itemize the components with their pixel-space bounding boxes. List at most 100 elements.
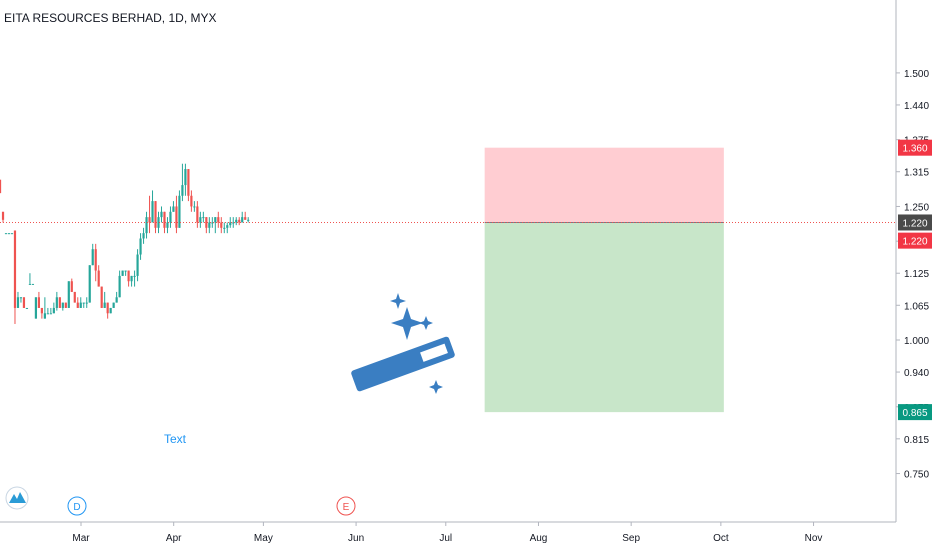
- candle: [118, 270, 121, 298]
- take-profit-zone[interactable]: [484, 222, 724, 413]
- candle-body: [214, 217, 217, 223]
- y-tick-label: 1.500: [904, 69, 929, 80]
- x-tick-label: Jul: [439, 533, 452, 544]
- entry-price-badge-bg: [898, 232, 932, 249]
- candle-body: [151, 201, 154, 223]
- stop-loss-zone[interactable]: [484, 147, 724, 223]
- candle-body: [88, 265, 91, 303]
- candle-body: [241, 217, 244, 223]
- candle-body: [40, 307, 43, 314]
- x-tick-label: Aug: [530, 533, 548, 544]
- position-zones[interactable]: [484, 147, 724, 413]
- candle: [235, 217, 238, 226]
- entry-price-badge: 1.220: [898, 232, 932, 249]
- candle-body: [82, 302, 85, 304]
- candle-body: [19, 297, 23, 299]
- candle-body: [232, 222, 235, 224]
- x-axis-ticks[interactable]: Mar Apr May Jun Jul Aug Sep Oct Nov: [72, 522, 822, 544]
- y-tick-label: 1.125: [904, 269, 929, 280]
- candle-body: [28, 283, 32, 285]
- candle: [169, 206, 172, 228]
- candle: [46, 307, 49, 315]
- candle-body: [7, 233, 11, 235]
- last-price-badge-bg: [898, 214, 932, 231]
- candle: [52, 302, 55, 314]
- candle-body: [124, 270, 127, 272]
- candle: [58, 297, 61, 308]
- candle: [175, 195, 178, 234]
- candle: [121, 270, 124, 276]
- text-annotation[interactable]: Text: [164, 432, 187, 446]
- candle: [91, 243, 94, 266]
- candle: [103, 291, 106, 308]
- candle: [208, 217, 211, 234]
- candle: [124, 270, 127, 276]
- candle: [100, 286, 103, 308]
- x-tick-label: Jun: [348, 533, 364, 544]
- candle-body: [187, 169, 190, 196]
- candle: [190, 190, 193, 212]
- candle-body: [13, 230, 17, 308]
- target-price-badge-label: 0.865: [902, 408, 927, 419]
- candle-body: [97, 270, 100, 287]
- candle-body: [238, 219, 241, 223]
- candle: [76, 297, 79, 308]
- dividend-marker-label: D: [73, 502, 80, 513]
- candle: [94, 243, 97, 282]
- y-tick-label: 0.815: [904, 435, 929, 446]
- candle-body: [109, 307, 112, 314]
- stop-price-badge-label: 1.360: [902, 144, 927, 155]
- magic-wand-icon[interactable]: [350, 293, 455, 394]
- candle-body: [166, 222, 169, 228]
- candle-body: [202, 217, 205, 219]
- stop-price-badge: 1.360: [898, 139, 932, 156]
- candle-body: [199, 217, 202, 223]
- candle: [214, 217, 217, 234]
- dividend-marker[interactable]: D: [67, 496, 87, 516]
- candle: [238, 217, 241, 226]
- candle-body: [91, 249, 94, 266]
- candle-body: [235, 219, 238, 223]
- candle: [163, 211, 166, 234]
- last-price-badge-label: 1.220: [902, 218, 927, 229]
- candle-body: [31, 283, 35, 285]
- tradingview-logo-icon[interactable]: [5, 486, 29, 510]
- candle-body: [61, 302, 64, 308]
- earnings-marker[interactable]: E: [336, 496, 356, 516]
- candle: [115, 291, 118, 303]
- candle: [0, 179, 2, 194]
- candle: [166, 217, 169, 234]
- candle-body: [58, 297, 61, 308]
- candle: [4, 233, 8, 235]
- candle-body: [244, 217, 247, 220]
- candle: [226, 222, 229, 234]
- candle-body: [55, 297, 58, 308]
- candle: [106, 302, 109, 319]
- candle-body: [85, 302, 88, 304]
- y-tick-label: 1.315: [904, 168, 929, 179]
- x-tick-label: May: [254, 533, 273, 544]
- candle-body: [193, 206, 196, 208]
- candle-body: [157, 217, 160, 228]
- candle: [178, 190, 181, 228]
- candle: [142, 227, 145, 244]
- candle: [13, 230, 17, 324]
- candle-body: [133, 275, 136, 277]
- candle-body: [148, 217, 151, 223]
- candle-body: [217, 217, 220, 223]
- candle: [10, 233, 14, 235]
- candle: [136, 249, 139, 282]
- candle: [202, 211, 205, 223]
- candle: [229, 217, 232, 228]
- candle: [37, 291, 40, 308]
- x-tick-label: Sep: [622, 533, 640, 544]
- candle: [130, 275, 133, 287]
- candle: [139, 233, 142, 260]
- candle-body: [136, 254, 139, 276]
- candle-body: [76, 302, 79, 308]
- candle: [148, 195, 151, 234]
- candle: [232, 217, 235, 228]
- candle: [64, 302, 67, 308]
